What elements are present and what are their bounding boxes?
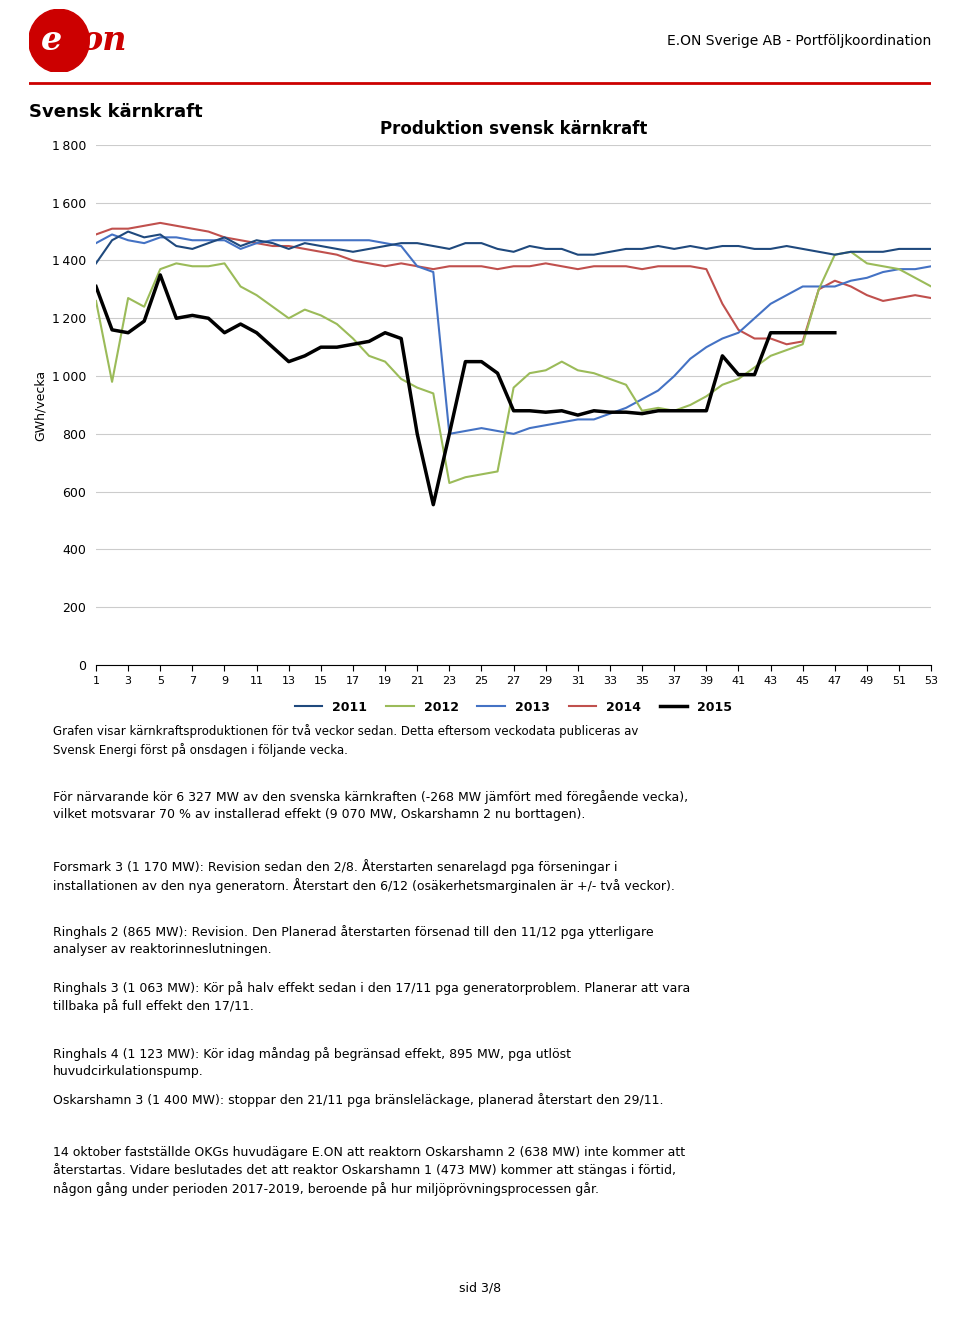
Circle shape xyxy=(72,37,81,45)
Text: E.ON Sverige AB - Portföljkoordination: E.ON Sverige AB - Portföljkoordination xyxy=(667,34,931,47)
Y-axis label: GWh/vecka: GWh/vecka xyxy=(34,369,46,441)
Text: Ringhals 4 (1 123 MW): Kör idag måndag på begränsad effekt, 895 MW, pga utlöst
h: Ringhals 4 (1 123 MW): Kör idag måndag p… xyxy=(53,1047,571,1079)
Text: on: on xyxy=(81,24,127,58)
Text: Ringhals 3 (1 063 MW): Kör på halv effekt sedan i den 17/11 pga generatorproblem: Ringhals 3 (1 063 MW): Kör på halv effek… xyxy=(53,981,690,1014)
Legend: 2011, 2012, 2013, 2014, 2015: 2011, 2012, 2013, 2014, 2015 xyxy=(290,695,737,719)
Text: Grafen visar kärnkraftsproduktionen för två veckor sedan. Detta eftersom veckoda: Grafen visar kärnkraftsproduktionen för … xyxy=(53,724,638,757)
Text: Oskarshamn 3 (1 400 MW): stoppar den 21/11 pga bränsleläckage, planerad återstar: Oskarshamn 3 (1 400 MW): stoppar den 21/… xyxy=(53,1093,663,1108)
Text: 14 oktober fastställde OKGs huvudägare E.ON att reaktorn Oskarshamn 2 (638 MW) i: 14 oktober fastställde OKGs huvudägare E… xyxy=(53,1146,684,1196)
Text: Svensk kärnkraft: Svensk kärnkraft xyxy=(29,103,203,121)
Circle shape xyxy=(72,37,81,45)
Text: Forsmark 3 (1 170 MW): Revision sedan den 2/8. Återstarten senarelagd pga försen: Forsmark 3 (1 170 MW): Revision sedan de… xyxy=(53,859,675,893)
Title: Produktion svensk kärnkraft: Produktion svensk kärnkraft xyxy=(380,120,647,138)
Text: e: e xyxy=(41,24,62,57)
Text: Ringhals 2 (865 MW): Revision. Den Planerad återstarten försenad till den 11/12 : Ringhals 2 (865 MW): Revision. Den Plane… xyxy=(53,925,654,956)
Text: sid 3/8: sid 3/8 xyxy=(459,1281,501,1295)
Text: För närvarande kör 6 327 MW av den svenska kärnkraften (-268 MW jämfört med före: För närvarande kör 6 327 MW av den svens… xyxy=(53,790,688,822)
Text: •: • xyxy=(72,32,81,46)
Ellipse shape xyxy=(29,9,89,72)
